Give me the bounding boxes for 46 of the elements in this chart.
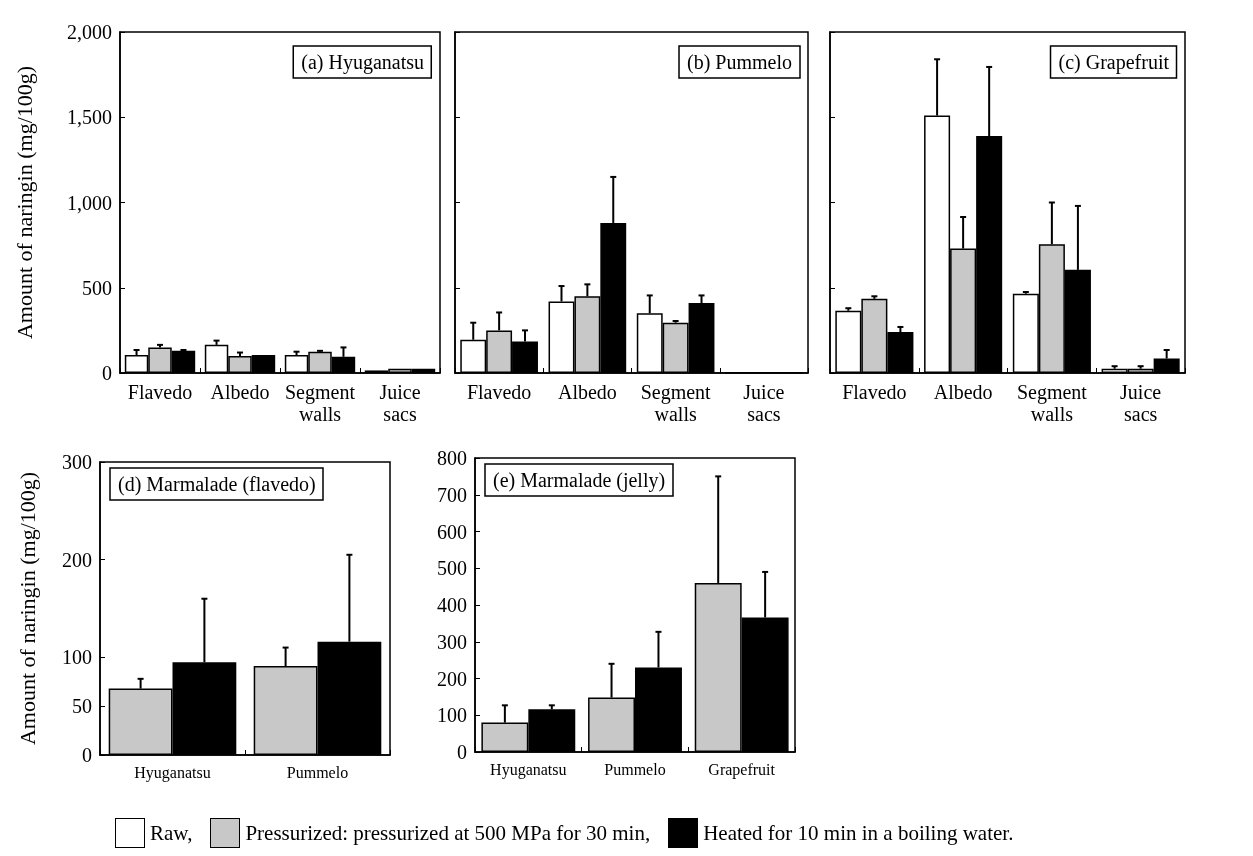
y-tick-label: 1,500 bbox=[67, 106, 112, 129]
legend-label: Raw, bbox=[150, 820, 193, 846]
y-tick-label: 200 bbox=[437, 667, 467, 690]
x-tick-label: Hyuganatsu bbox=[134, 763, 211, 782]
x-tick-label: Grapefruit bbox=[708, 760, 776, 779]
text: (b) Pummelo bbox=[687, 51, 793, 74]
y-tick-label: 100 bbox=[437, 704, 467, 727]
y-tick-label: 600 bbox=[437, 520, 467, 543]
y-tick-label: 1,000 bbox=[67, 191, 112, 214]
x-tick-label: Segment walls bbox=[640, 381, 712, 425]
x-tick-label: Segment walls bbox=[1016, 381, 1088, 425]
x-tick-label: Hyuganatsu bbox=[490, 760, 567, 779]
y-tick-label: 2,000 bbox=[67, 21, 112, 43]
x-tick-label: Flavedo bbox=[842, 381, 907, 403]
legend-label: Heated for 10 min in a boiling water. bbox=[703, 820, 1014, 846]
text: (e) Marmalade (jelly) bbox=[493, 469, 666, 492]
y-tick-label: 300 bbox=[62, 451, 92, 473]
y-tick-label: 200 bbox=[62, 548, 92, 571]
x-tick-label: Juice sacs bbox=[1120, 381, 1162, 425]
x-tick-label: Segment walls bbox=[285, 381, 356, 425]
x-tick-label: Albedo bbox=[933, 381, 993, 403]
legend-label: Pressurized: pressurized at 500 MPa for 30 min, bbox=[245, 820, 651, 846]
x-tick-label: Juice sacs bbox=[743, 381, 785, 425]
y-tick-label: 50 bbox=[72, 695, 92, 718]
y-tick-label: 300 bbox=[437, 630, 467, 653]
x-tick-label: Albedo bbox=[557, 381, 617, 403]
y-tick-label: 0 bbox=[457, 741, 467, 763]
y-tick-label: 100 bbox=[62, 646, 92, 669]
x-tick-label: Flavedo bbox=[466, 381, 532, 403]
y-tick-label: 400 bbox=[437, 594, 467, 616]
x-tick-label: Juice sacs bbox=[379, 381, 421, 425]
y-axis-title: Amount of naringin (mg/100g) bbox=[14, 471, 40, 746]
y-axis-title: Amount of naringin (mg/100g) bbox=[11, 65, 37, 340]
x-tick-label: Albedo bbox=[210, 381, 270, 403]
text: (a) Hyuganatsu bbox=[301, 51, 424, 74]
x-tick-label: Flavedo bbox=[127, 381, 193, 403]
y-tick-label: 0 bbox=[82, 744, 92, 766]
y-tick-label: 700 bbox=[437, 483, 467, 506]
x-tick-label: Pummelo bbox=[604, 760, 666, 778]
y-tick-label: 0 bbox=[102, 362, 112, 384]
text: (d) Marmalade (flavedo) bbox=[118, 473, 316, 496]
y-tick-label: 500 bbox=[437, 557, 467, 580]
y-tick-label: 800 bbox=[437, 447, 467, 469]
x-tick-label: Pummelo bbox=[286, 763, 349, 781]
y-tick-label: 500 bbox=[82, 276, 112, 299]
text: (c) Grapefruit bbox=[1058, 51, 1170, 74]
